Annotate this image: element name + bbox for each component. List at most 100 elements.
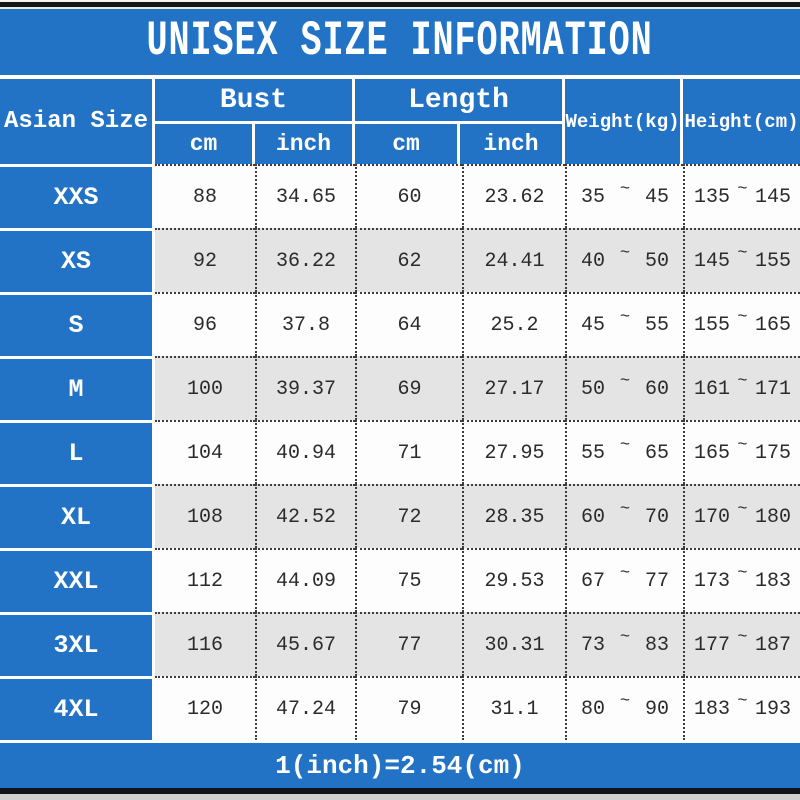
table-row: XXS 88 34.65 60 23.62 35 ~ 45 135 ~ 145: [0, 164, 800, 228]
tilde-separator: ~: [737, 179, 748, 199]
height-max: 155: [754, 249, 791, 273]
length-inch-header: inch: [483, 131, 539, 157]
bust-group-label: Bust: [155, 79, 352, 124]
bust-subheader-row: cm inch: [155, 124, 352, 164]
top-white-edge: [0, 0, 800, 2]
size-label: L: [0, 420, 155, 484]
cell-length-inch: 27.95: [462, 420, 565, 484]
cell-bust-inch: 39.37: [255, 356, 355, 420]
cell-length-cm: 64: [355, 292, 462, 356]
cell-bust-cm: 116: [155, 612, 255, 676]
height-min: 173: [694, 569, 731, 593]
weight-max: 60: [644, 377, 669, 401]
cell-length-inch: 31.1: [462, 676, 565, 740]
table-row: S 96 37.8 64 25.2 45 ~ 55 155 ~ 165: [0, 292, 800, 356]
bust-column-group: Bust cm inch: [155, 79, 355, 164]
height-min: 135: [694, 185, 731, 209]
weight-min: 73: [581, 633, 606, 657]
cell-bust-inch: 42.52: [255, 484, 355, 548]
weight-max: 45: [644, 185, 669, 209]
cell-height-range: 170 ~ 180: [683, 484, 800, 548]
tilde-separator: ~: [619, 499, 631, 519]
tilde-separator: ~: [737, 307, 748, 327]
height-max: 193: [754, 697, 791, 721]
cell-length-inch: 23.62: [462, 164, 565, 228]
top-light-bar: [0, 7, 800, 9]
cell-bust-cm: 96: [155, 292, 255, 356]
weight-min: 55: [581, 441, 606, 465]
tilde-separator: ~: [737, 243, 748, 263]
cell-bust-cm: 100: [155, 356, 255, 420]
cell-length-inch: 30.31: [462, 612, 565, 676]
weight-max: 90: [644, 697, 669, 721]
table-row: XS 92 36.22 62 24.41 40 ~ 50 145 ~ 155: [0, 228, 800, 292]
length-group-label: Length: [355, 79, 562, 124]
cell-weight-range: 45 ~ 55: [565, 292, 683, 356]
bottom-gray-edge: [0, 794, 800, 800]
tilde-separator: ~: [737, 499, 748, 519]
cell-bust-inch: 36.22: [255, 228, 355, 292]
tilde-separator: ~: [619, 179, 631, 199]
length-column-group: Length cm inch: [355, 79, 565, 164]
cell-length-inch: 25.2: [462, 292, 565, 356]
title-band: UNISEX SIZE INFORMATION: [0, 9, 800, 75]
cell-length-cm: 72: [355, 484, 462, 548]
cell-bust-cm: 104: [155, 420, 255, 484]
cell-bust-inch: 40.94: [255, 420, 355, 484]
height-max: 145: [754, 185, 791, 209]
size-label: M: [0, 356, 155, 420]
cell-length-cm: 77: [355, 612, 462, 676]
weight-min: 80: [581, 697, 606, 721]
corner-header-asian-size: Asian Size: [0, 79, 155, 164]
size-label: 4XL: [0, 676, 155, 740]
table-row: 4XL 120 47.24 79 31.1 80 ~ 90 183 ~ 193: [0, 676, 800, 740]
cell-height-range: 173 ~ 183: [683, 548, 800, 612]
tilde-separator: ~: [619, 435, 631, 455]
cell-length-cm: 62: [355, 228, 462, 292]
height-min: 155: [694, 313, 731, 337]
cell-length-inch: 28.35: [462, 484, 565, 548]
cell-height-range: 135 ~ 145: [683, 164, 800, 228]
cell-bust-cm: 108: [155, 484, 255, 548]
cell-height-range: 183 ~ 193: [683, 676, 800, 740]
cell-bust-inch: 47.24: [255, 676, 355, 740]
cell-length-cm: 71: [355, 420, 462, 484]
weight-min: 50: [581, 377, 606, 401]
cell-weight-range: 40 ~ 50: [565, 228, 683, 292]
cell-height-range: 165 ~ 175: [683, 420, 800, 484]
weight-min: 60: [581, 505, 606, 529]
bottom-black-bar: [0, 788, 800, 794]
height-max: 171: [754, 377, 791, 401]
cell-height-range: 177 ~ 187: [683, 612, 800, 676]
height-min: 177: [694, 633, 731, 657]
weight-max: 83: [644, 633, 669, 657]
height-header: Height(cm): [684, 110, 799, 133]
height-max: 180: [754, 505, 791, 529]
tilde-separator: ~: [619, 307, 631, 327]
cell-bust-cm: 88: [155, 164, 255, 228]
table-row: 3XL 116 45.67 77 30.31 73 ~ 83 177 ~ 187: [0, 612, 800, 676]
cell-weight-range: 73 ~ 83: [565, 612, 683, 676]
size-label: 3XL: [0, 612, 155, 676]
tilde-separator: ~: [619, 627, 631, 647]
weight-max: 77: [644, 569, 669, 593]
title-header-divider: [0, 75, 800, 79]
height-max: 175: [754, 441, 791, 465]
weight-min: 67: [581, 569, 606, 593]
length-cm-header: cm: [355, 124, 460, 164]
height-min: 161: [694, 377, 731, 401]
page-title: UNISEX SIZE INFORMATION: [146, 14, 654, 70]
cell-height-range: 155 ~ 165: [683, 292, 800, 356]
cell-weight-range: 80 ~ 90: [565, 676, 683, 740]
cell-bust-inch: 45.67: [255, 612, 355, 676]
cell-bust-cm: 112: [155, 548, 255, 612]
table-body: XXS 88 34.65 60 23.62 35 ~ 45 135 ~ 145 …: [0, 164, 800, 740]
tilde-separator: ~: [619, 691, 631, 711]
cell-weight-range: 60 ~ 70: [565, 484, 683, 548]
bust-cm-header: cm: [155, 124, 255, 164]
cell-bust-cm: 92: [155, 228, 255, 292]
height-max: 187: [754, 633, 791, 657]
cell-length-cm: 79: [355, 676, 462, 740]
cell-weight-range: 67 ~ 77: [565, 548, 683, 612]
